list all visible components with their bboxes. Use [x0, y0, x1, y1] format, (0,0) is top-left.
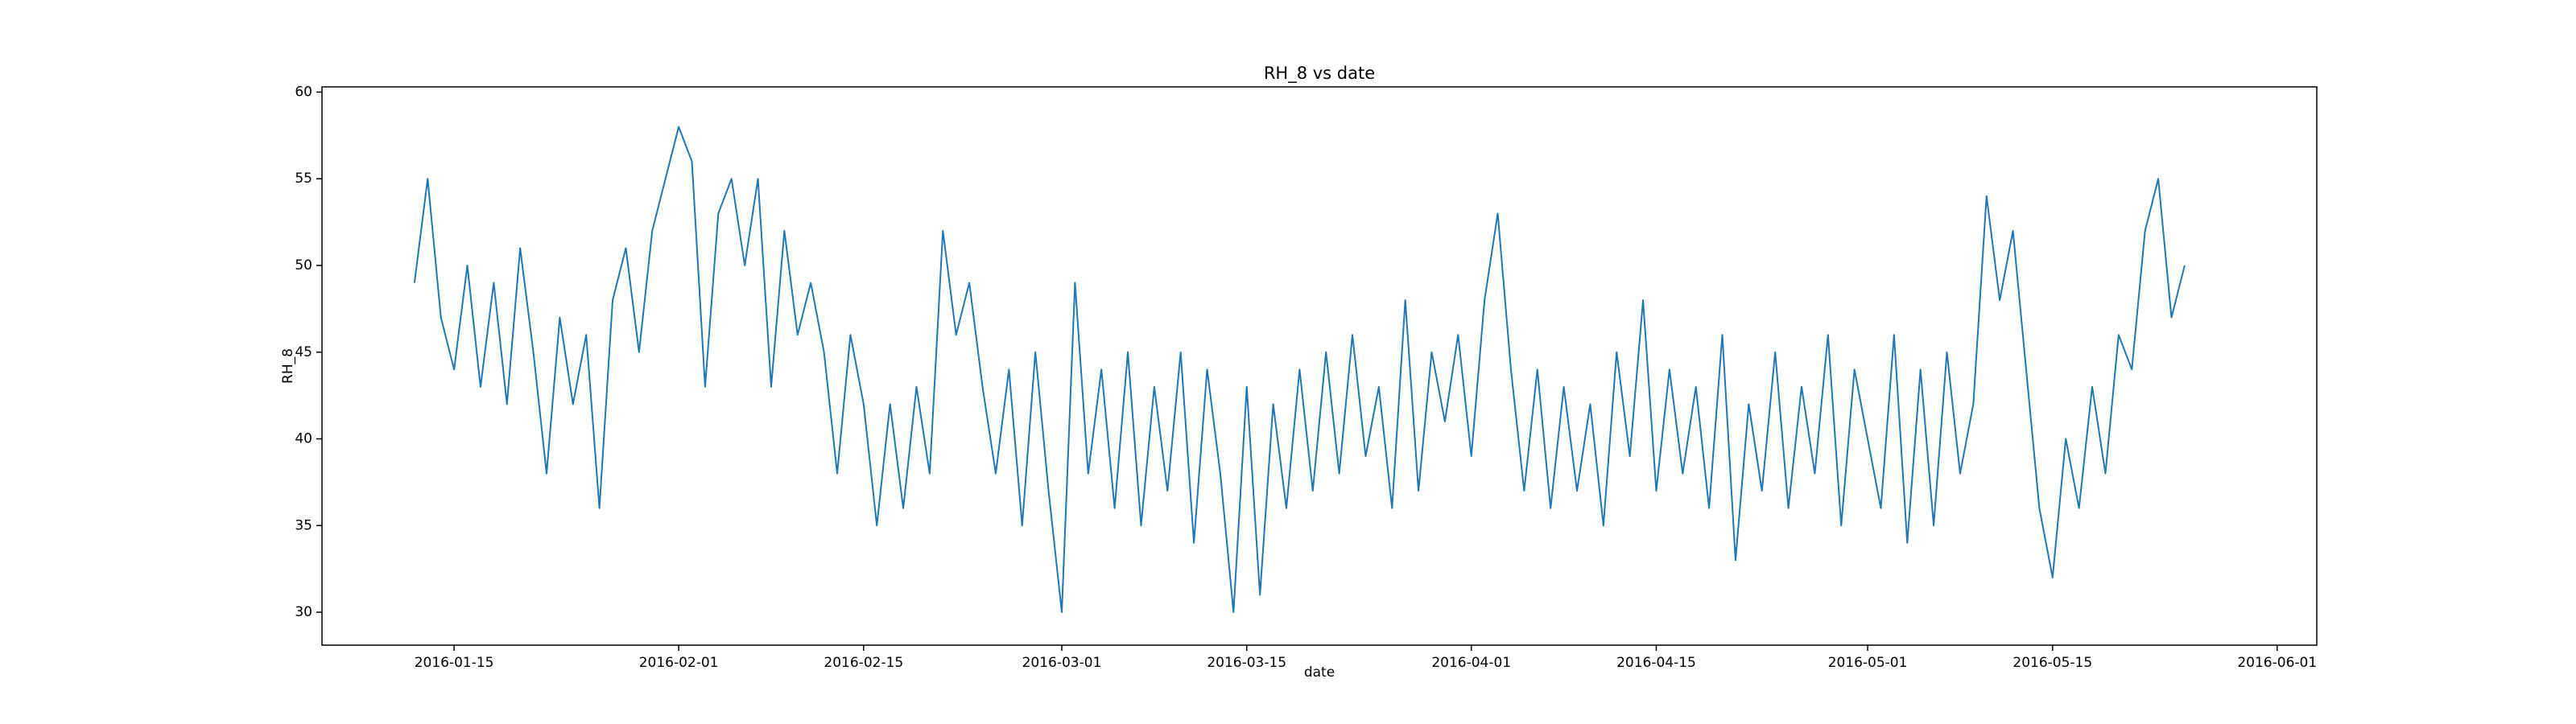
x-tick-label: 2016-04-01: [1431, 655, 1511, 671]
x-tick-label: 2016-03-01: [1022, 655, 1102, 671]
y-tick-label: 35: [295, 517, 312, 533]
chart-title: RH_8 vs date: [1264, 64, 1375, 84]
x-tick-label: 2016-03-15: [1207, 655, 1286, 671]
y-tick-label: 60: [295, 84, 312, 100]
y-tick-label: 40: [295, 431, 312, 447]
data-line: [413, 125, 2186, 614]
y-tick-label: 50: [295, 257, 312, 274]
x-tick-label: 2016-06-01: [2237, 655, 2317, 671]
x-tick-label: 2016-05-01: [1828, 655, 1908, 671]
y-axis-label: RH_8: [280, 348, 296, 384]
x-tick-label: 2016-01-15: [415, 655, 494, 671]
y-tick-label: 45: [295, 344, 312, 360]
x-tick-label: 2016-02-15: [824, 655, 903, 671]
x-tick-label: 2016-04-15: [1616, 655, 1696, 671]
y-tick-label: 30: [295, 604, 312, 620]
plot-frame: [321, 86, 2318, 646]
x-axis-label: date: [1304, 664, 1335, 681]
x-tick-label: 2016-05-15: [2013, 655, 2092, 671]
y-tick-label: 55: [295, 171, 312, 187]
x-tick-label: 2016-02-01: [639, 655, 719, 671]
